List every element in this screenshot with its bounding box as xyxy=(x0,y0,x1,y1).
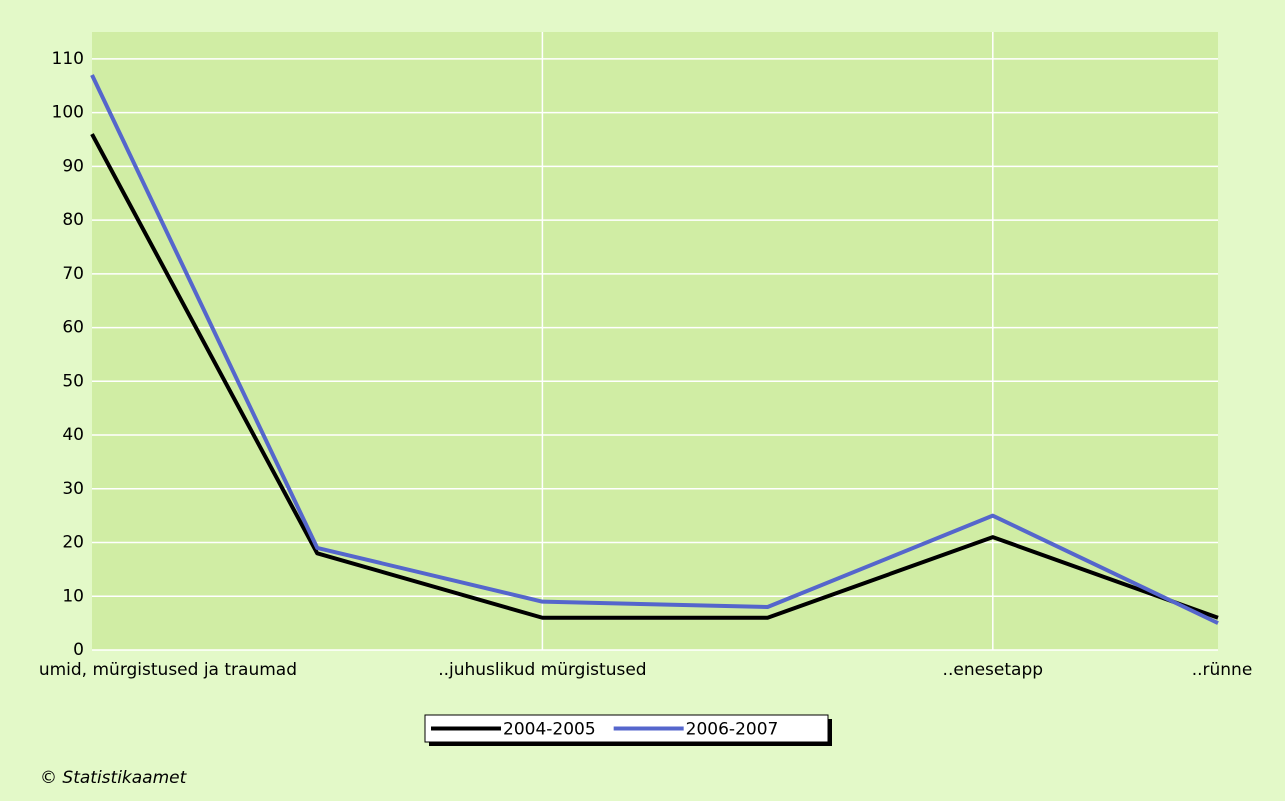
y-tick-label: 60 xyxy=(62,318,84,338)
legend-label: 2004-2005 xyxy=(503,720,596,740)
legend-label: 2006-2007 xyxy=(686,720,779,740)
y-tick-label: 50 xyxy=(62,371,84,391)
x-tick-label: umid, mürgistused ja traumad xyxy=(39,660,297,680)
y-tick-label: 20 xyxy=(62,533,84,553)
x-tick-label: ..juhuslikud mürgistused xyxy=(438,660,646,680)
series-line xyxy=(90,74,1219,625)
y-tick-label: 70 xyxy=(62,264,84,284)
footer: © Statistikaamet xyxy=(40,768,188,788)
x-tick-label: ..enesetapp xyxy=(943,660,1043,680)
y-tick-label: 40 xyxy=(62,425,84,445)
y-tick-label: 30 xyxy=(62,479,84,499)
y-tick-label: 110 xyxy=(52,49,84,69)
y-tick-label: 100 xyxy=(52,103,84,123)
y-tick-label: 80 xyxy=(62,210,84,230)
y-tick-label: 0 xyxy=(73,640,84,660)
y-tick-label: 10 xyxy=(62,586,84,606)
series-line xyxy=(90,133,1219,620)
plot-area xyxy=(92,32,1218,650)
y-tick-label: 90 xyxy=(62,156,84,176)
x-tick-label: ..rünne xyxy=(1192,660,1253,680)
